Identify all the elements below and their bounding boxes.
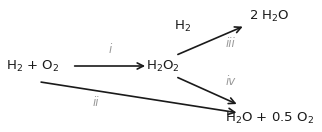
Text: 2 H$_2$O: 2 H$_2$O — [249, 9, 290, 24]
Text: H$_2$ + O$_2$: H$_2$ + O$_2$ — [5, 58, 59, 74]
Text: H$_2$O + 0.5 O$_2$: H$_2$O + 0.5 O$_2$ — [225, 111, 314, 126]
Text: H$_2$O$_2$: H$_2$O$_2$ — [146, 58, 180, 74]
Text: iii: iii — [225, 37, 235, 50]
Text: iv: iv — [225, 75, 236, 88]
Text: i: i — [108, 43, 111, 56]
Text: H$_2$: H$_2$ — [175, 19, 191, 34]
Text: ii: ii — [93, 96, 99, 109]
